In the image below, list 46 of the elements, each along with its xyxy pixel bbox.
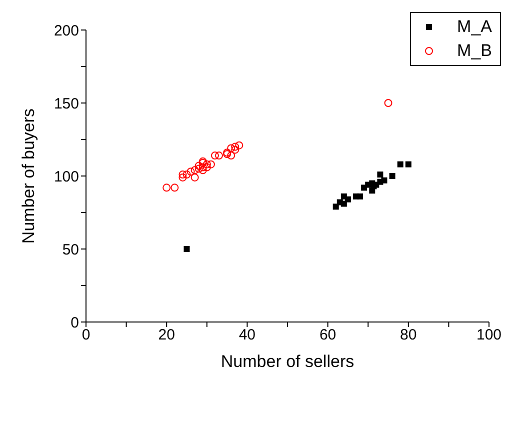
point — [178, 173, 187, 182]
y-tick-label: 150 — [54, 95, 79, 112]
point — [405, 161, 412, 168]
point — [170, 184, 179, 192]
point — [190, 166, 199, 174]
point — [357, 193, 364, 200]
point — [206, 160, 215, 168]
point — [178, 170, 187, 179]
point — [182, 170, 191, 179]
point — [210, 152, 219, 160]
x-tick-label: 100 — [476, 326, 502, 344]
point — [344, 196, 351, 202]
y-tick-label: 0 — [70, 314, 79, 332]
x-tick-label: 40 — [238, 326, 256, 344]
point — [389, 173, 396, 179]
point — [384, 99, 392, 107]
x-tick-label: 0 — [82, 326, 90, 344]
y-tick-label: 200 — [54, 22, 79, 40]
legend-label: M_A — [457, 17, 492, 37]
point — [227, 144, 236, 152]
point — [202, 160, 211, 168]
point — [381, 177, 388, 184]
point — [162, 184, 171, 192]
point — [186, 168, 195, 176]
point — [194, 164, 203, 173]
point — [231, 146, 240, 154]
x-tick-label: 20 — [158, 326, 175, 344]
point — [397, 161, 404, 168]
point — [377, 172, 384, 178]
point — [235, 141, 244, 150]
y-tick-label: 100 — [54, 168, 79, 186]
point — [184, 246, 190, 252]
x-tick-label: 80 — [400, 326, 417, 344]
point — [214, 152, 223, 160]
legend-label: M_B — [457, 41, 492, 61]
y-axis-title: Number of buyers — [19, 108, 38, 244]
point — [194, 162, 203, 170]
point — [231, 142, 240, 151]
x-tick-label: 60 — [319, 326, 336, 344]
point — [190, 173, 199, 182]
point — [198, 163, 207, 172]
point — [227, 152, 236, 160]
y-tick-label: 50 — [62, 241, 79, 258]
point — [198, 166, 207, 174]
point — [202, 163, 211, 172]
x-axis-title: Number of sellers — [220, 352, 354, 371]
